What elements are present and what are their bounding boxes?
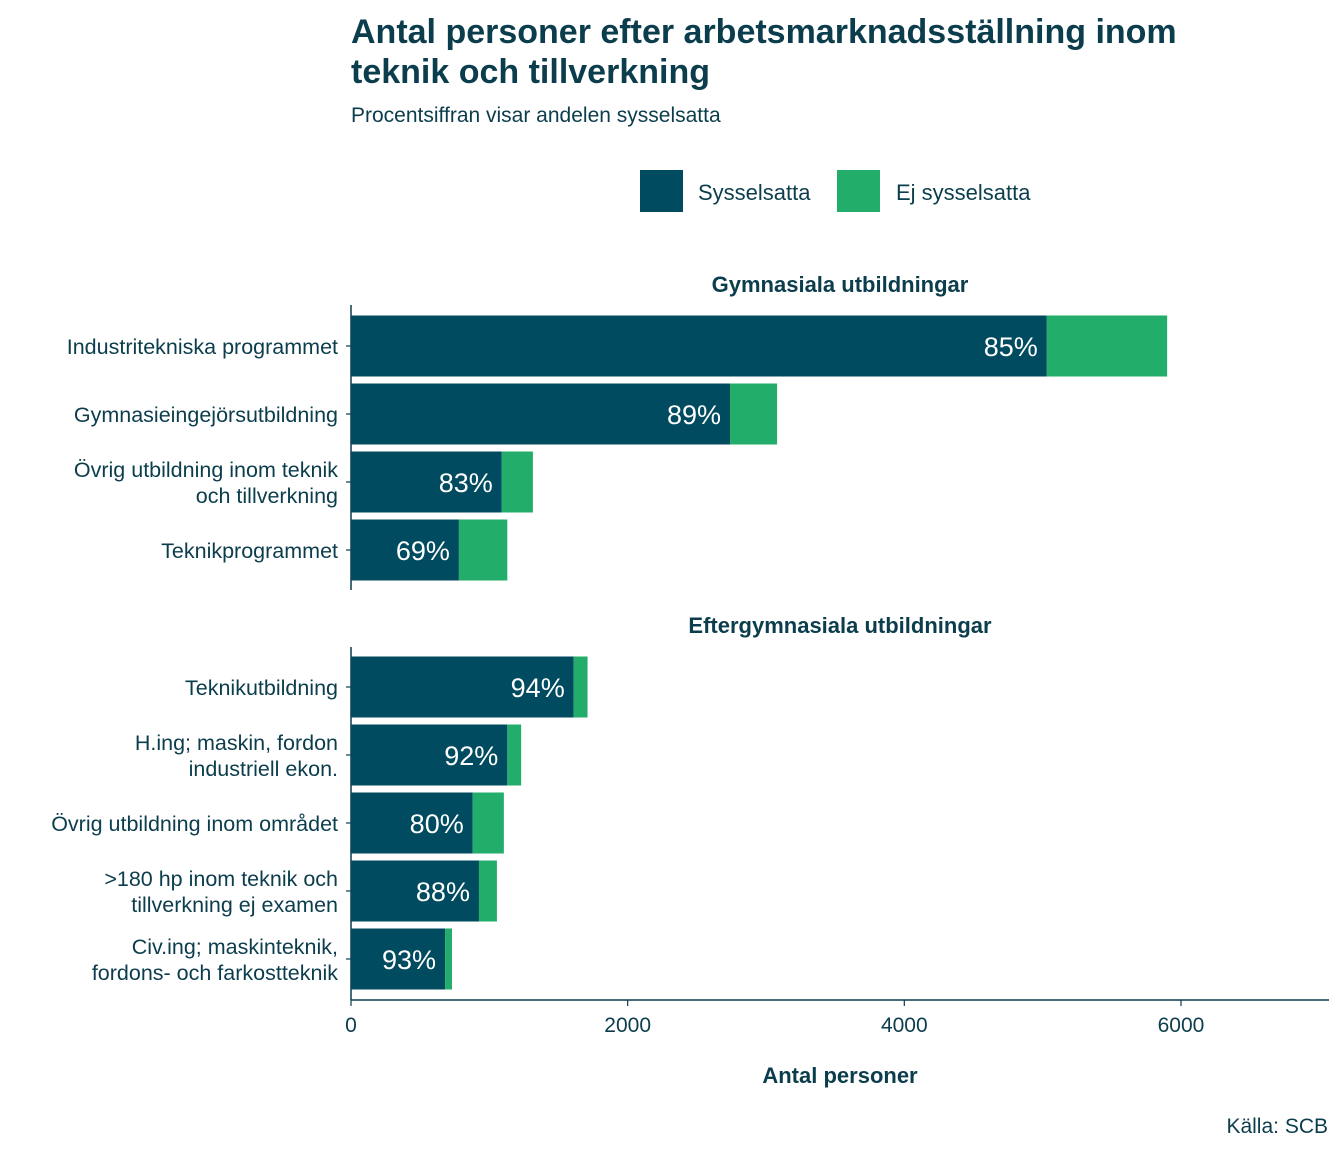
- x-tick-label: 6000: [1158, 1014, 1205, 1037]
- bar-sysselsatta: [351, 656, 574, 718]
- plot-area: Gymnasiala utbildningar 85% Industriteknis…: [51, 272, 1329, 1037]
- category-label: H.ing; maskin, fordon: [135, 731, 338, 755]
- x-tick-label: 4000: [881, 1014, 928, 1037]
- category-label: och tillverkning: [196, 484, 338, 508]
- chart-title-line-1: Antal personer efter arbetsmarknadsställ…: [351, 13, 1177, 51]
- panel-title: Eftergymnasiala utbildningar: [688, 613, 992, 638]
- x-tick-label: 0: [345, 1014, 357, 1037]
- bar-ej-sysselsatta: [1046, 315, 1168, 377]
- bar-ej-sysselsatta: [478, 860, 497, 922]
- bar-sysselsatta: [351, 792, 473, 854]
- data-label: 85%: [984, 332, 1038, 362]
- bar-sysselsatta: [351, 519, 459, 581]
- legend-swatch-ej-sysselsatta: [837, 170, 880, 212]
- bar-sysselsatta: [351, 724, 508, 786]
- chart-title-line-2: teknik och tillverkning: [351, 53, 710, 91]
- data-label: 89%: [667, 400, 721, 430]
- data-label: 88%: [416, 877, 470, 907]
- category-label: Övrig utbildning inom teknik: [74, 458, 338, 482]
- bar-sysselsatta: [351, 315, 1047, 377]
- panel-title: Gymnasiala utbildningar: [712, 272, 969, 297]
- bar-sysselsatta: [351, 451, 502, 513]
- bar-ej-sysselsatta: [458, 519, 508, 581]
- bar-ej-sysselsatta: [501, 451, 533, 513]
- x-tick-label: 2000: [604, 1014, 651, 1037]
- legend: Sysselsatta Ej sysselsatta: [640, 170, 1031, 212]
- data-label: 93%: [382, 945, 436, 975]
- legend-label-ej-sysselsatta: Ej sysselsatta: [896, 180, 1031, 205]
- category-label: Civ.ing; maskinteknik,: [132, 935, 338, 959]
- caption: Källa: SCB: [1226, 1115, 1328, 1138]
- category-label: Övrig utbildning inom området: [51, 812, 338, 836]
- category-label: fordons- och farkostteknik: [92, 961, 338, 985]
- bar-sysselsatta: [351, 383, 731, 445]
- bar-ej-sysselsatta: [445, 928, 452, 990]
- bar-ej-sysselsatta: [472, 792, 504, 854]
- bar-sysselsatta: [351, 928, 446, 990]
- bar-sysselsatta: [351, 860, 479, 922]
- category-label: tillverkning ej examen: [131, 893, 338, 917]
- category-label: >180 hp inom teknik och: [104, 867, 338, 891]
- category-label: industriell ekon.: [189, 757, 338, 781]
- data-label: 92%: [444, 741, 498, 771]
- x-axis-label: Antal personer: [762, 1063, 918, 1088]
- data-label: 69%: [396, 536, 450, 566]
- bar-ej-sysselsatta: [730, 383, 778, 445]
- chart-subtitle: Procentsiffran visar andelen sysselsatta: [351, 104, 721, 127]
- category-label: Industritekniska programmet: [67, 335, 338, 359]
- legend-swatch-sysselsatta: [640, 170, 683, 212]
- category-label: Gymnasieingejörsutbildning: [74, 403, 338, 427]
- category-label: Teknikprogrammet: [161, 539, 338, 563]
- data-label: 83%: [439, 468, 493, 498]
- data-label: 80%: [410, 809, 464, 839]
- bar-ej-sysselsatta: [573, 656, 588, 718]
- category-label: Teknikutbildning: [185, 676, 338, 700]
- legend-label-sysselsatta: Sysselsatta: [698, 180, 811, 205]
- data-label: 94%: [511, 673, 565, 703]
- bar-ej-sysselsatta: [507, 724, 522, 786]
